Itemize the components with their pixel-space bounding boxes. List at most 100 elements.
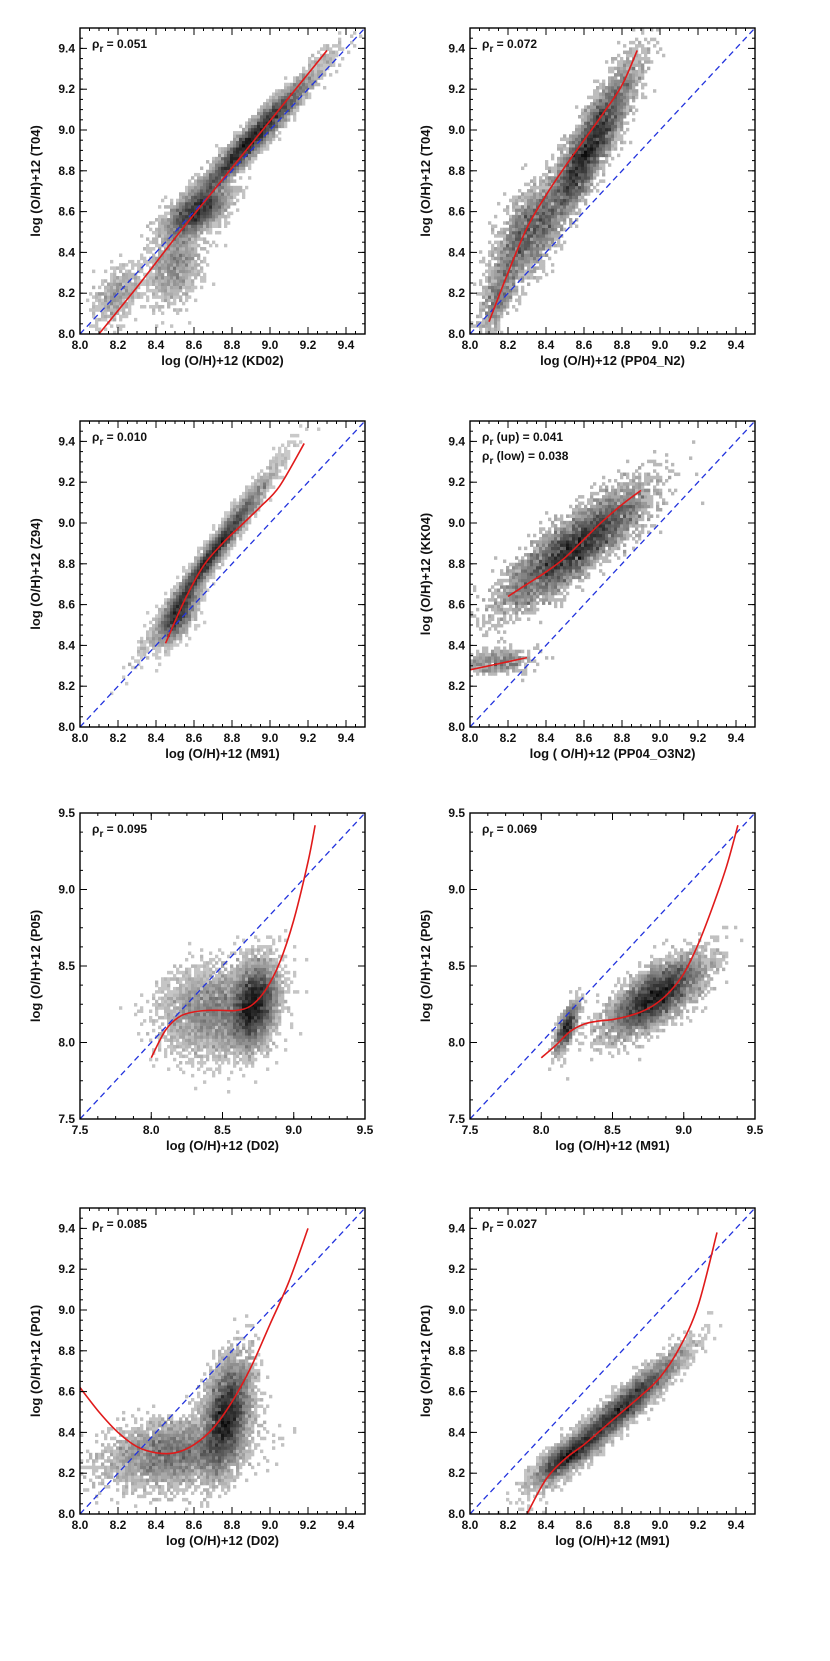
y-tick-label: 7.5 xyxy=(448,1112,465,1126)
y-tick-label: 8.4 xyxy=(448,245,465,259)
y-tick-label: 8.2 xyxy=(448,679,465,693)
density-cloud xyxy=(470,440,705,683)
x-tick-label: 8.4 xyxy=(148,1518,165,1532)
y-axis-title: log (O/H)+12 (P05) xyxy=(418,910,433,1022)
density-cloud xyxy=(80,1314,297,1512)
x-tick-label: 9.2 xyxy=(300,731,317,745)
y-tick-label: 9.5 xyxy=(448,806,465,820)
x-tick-label: 9.4 xyxy=(728,1518,745,1532)
y-axis-title: log (O/H)+12 (Z94) xyxy=(28,518,43,630)
x-tick-label: 9.4 xyxy=(338,338,355,352)
y-tick-label: 8.4 xyxy=(58,245,75,259)
y-tick-label: 9.2 xyxy=(58,82,75,96)
y-axis-title: log (O/H)+12 (T04) xyxy=(28,125,43,237)
rho-annotation: ρr = 0.095 xyxy=(92,822,147,840)
y-axis-title: log (O/H)+12 (T04) xyxy=(418,125,433,237)
x-axis-title: log ( O/H)+12 (PP04_O3N2) xyxy=(530,746,696,761)
x-tick-label: 8.8 xyxy=(224,731,241,745)
x-axis-title: log (O/H)+12 (M91) xyxy=(555,1138,670,1153)
y-tick-label: 9.2 xyxy=(58,475,75,489)
chart-svg: 8.0 8.2 8.4 8.6 8.8 9.0 9.2 9.4 8.0 8.2 8.4 8.6 8.8 9… xyxy=(28,27,366,368)
axis-ticks xyxy=(79,27,366,335)
density-cloud xyxy=(119,928,309,1094)
panel-t04-vs-kd02: 8.0 8.2 8.4 8.6 8.8 9.0 9.2 9.4 8.0 8.2 8.4 8.6 8.8 9… xyxy=(0,6,375,396)
x-tick-label: 9.2 xyxy=(690,338,707,352)
density-cloud xyxy=(470,28,666,334)
x-tick-label: 8.4 xyxy=(538,1518,555,1532)
x-tick-label: 8.0 xyxy=(72,731,89,745)
y-tick-label: 8.8 xyxy=(58,557,75,571)
chart-svg: 8.0 8.2 8.4 8.6 8.8 9.0 9.2 9.4 8.0 8.2 8.4 8.6 8.8 9… xyxy=(418,1207,756,1548)
axis-ticks xyxy=(469,420,756,728)
x-tick-label: 9.5 xyxy=(357,1123,374,1137)
axis-ticks xyxy=(469,812,756,1120)
y-tick-label: 8.6 xyxy=(58,598,75,612)
x-tick-label: 8.0 xyxy=(72,1518,89,1532)
y-tick-label: 9.0 xyxy=(448,123,465,137)
x-tick-label: 9.0 xyxy=(262,1518,279,1532)
y-axis-title: log (O/H)+12 (P01) xyxy=(418,1305,433,1417)
chart-svg: 8.0 8.2 8.4 8.6 8.8 9.0 9.2 9.4 8.0 8.2 8.4 8.6 8.8 9… xyxy=(28,1207,366,1548)
axis-ticks xyxy=(79,420,366,728)
y-tick-label: 8.4 xyxy=(448,1425,465,1439)
y-tick-label: 8.0 xyxy=(58,1036,75,1050)
x-tick-label: 8.4 xyxy=(538,338,555,352)
rho-annotation: ρr = 0.072 xyxy=(482,37,537,55)
x-tick-label: 8.6 xyxy=(186,731,203,745)
y-tick-label: 8.8 xyxy=(58,1344,75,1358)
x-tick-label: 8.2 xyxy=(110,731,127,745)
y-axis-title: log (O/H)+12 (P01) xyxy=(28,1305,43,1417)
y-tick-label: 9.5 xyxy=(58,806,75,820)
y-tick-label: 8.4 xyxy=(58,1425,75,1439)
axis-ticks xyxy=(79,1207,366,1515)
chart-svg: 7.5 8.0 8.5 9.0 9.5 7.5 8.0 8.5 9.0 9.5 log (O/H)+… xyxy=(418,806,764,1153)
fit-curve xyxy=(507,489,642,598)
x-tick-label: 8.4 xyxy=(148,338,165,352)
x-tick-label: 8.0 xyxy=(143,1123,160,1137)
fit-curve xyxy=(526,1232,718,1514)
y-axis-title: log (O/H)+12 (KK04) xyxy=(418,513,433,635)
y-tick-label: 8.6 xyxy=(58,1385,75,1399)
fit-curve xyxy=(98,49,328,334)
x-axis-title: log (O/H)+12 (D02) xyxy=(166,1138,279,1153)
x-tick-label: 8.0 xyxy=(462,1518,479,1532)
y-tick-label: 8.0 xyxy=(58,1507,75,1521)
y-tick-label: 9.2 xyxy=(448,82,465,96)
density-cloud xyxy=(86,31,363,334)
x-tick-label: 9.4 xyxy=(338,1518,355,1532)
y-tick-label: 8.6 xyxy=(448,598,465,612)
x-tick-label: 8.0 xyxy=(72,338,89,352)
x-tick-label: 9.4 xyxy=(728,731,745,745)
y-tick-label: 8.0 xyxy=(58,327,75,341)
x-axis-title: log (O/H)+12 (PP04_N2) xyxy=(540,353,685,368)
x-tick-label: 9.0 xyxy=(652,338,669,352)
x-tick-label: 8.6 xyxy=(576,1518,593,1532)
x-tick-label: 9.4 xyxy=(338,731,355,745)
chart-svg: 8.0 8.2 8.4 8.6 8.8 9.0 9.2 9.4 8.0 8.2 8.4 8.6 8.8 9… xyxy=(418,420,756,761)
y-tick-label: 8.8 xyxy=(448,557,465,571)
rho-annotation: ρr (low) = 0.038 xyxy=(482,449,569,467)
y-tick-label: 8.4 xyxy=(448,638,465,652)
y-tick-label: 9.0 xyxy=(58,883,75,897)
identity-line xyxy=(80,421,365,727)
y-tick-label: 8.2 xyxy=(58,679,75,693)
fit-curve xyxy=(488,50,638,323)
y-tick-label: 9.0 xyxy=(448,516,465,530)
chart-svg: 8.0 8.2 8.4 8.6 8.8 9.0 9.2 9.4 8.0 8.2 8.4 8.6 8.8 9… xyxy=(418,27,756,368)
x-tick-label: 8.8 xyxy=(224,1518,241,1532)
y-tick-label: 9.0 xyxy=(58,516,75,530)
density-cloud xyxy=(110,424,321,696)
x-tick-label: 8.4 xyxy=(148,731,165,745)
x-tick-label: 8.2 xyxy=(500,338,517,352)
x-tick-label: 9.2 xyxy=(690,1518,707,1532)
y-tick-label: 9.0 xyxy=(448,883,465,897)
y-tick-label: 9.4 xyxy=(58,434,75,448)
y-tick-label: 9.4 xyxy=(448,41,465,55)
y-tick-label: 9.0 xyxy=(58,1303,75,1317)
x-tick-label: 8.2 xyxy=(500,731,517,745)
fit-curve xyxy=(540,825,739,1059)
x-tick-label: 8.6 xyxy=(576,731,593,745)
x-tick-label: 8.5 xyxy=(214,1123,231,1137)
y-tick-label: 8.8 xyxy=(448,1344,465,1358)
x-tick-label: 8.6 xyxy=(186,1518,203,1532)
